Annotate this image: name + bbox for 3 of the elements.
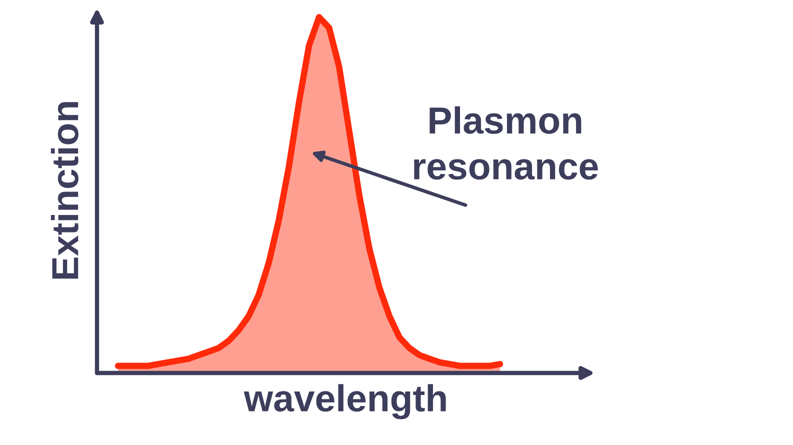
y-axis-title: Extinction bbox=[50, 102, 78, 279]
x-axis-title: wavelength bbox=[244, 384, 446, 420]
annotation: Plasmon resonance bbox=[414, 106, 598, 180]
